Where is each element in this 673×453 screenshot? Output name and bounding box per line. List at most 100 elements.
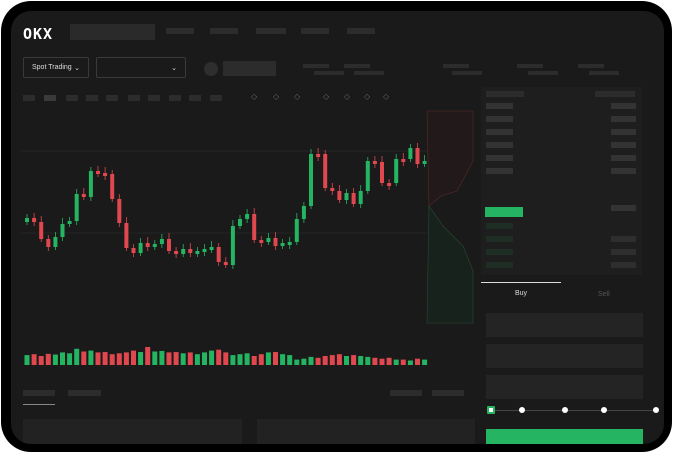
slider-stop[interactable] [653, 407, 659, 413]
bid-depth-area [426, 205, 474, 324]
chart-interval-button [189, 95, 201, 101]
pair-select[interactable]: ⌄ [96, 57, 186, 78]
candle [266, 238, 271, 242]
volume-bar [308, 356, 314, 365]
chart-interval-button [169, 95, 181, 101]
volume-bar [265, 352, 271, 365]
chevron-down-icon: ⌄ [74, 64, 80, 72]
drawing-tool-icon[interactable]: ◇ [344, 92, 351, 101]
filter-button[interactable] [390, 390, 422, 396]
nav-item[interactable] [347, 28, 375, 34]
volume-bar [74, 348, 80, 365]
volume-bar [273, 352, 278, 365]
chart-interval-button [66, 95, 78, 101]
bid-price [486, 262, 513, 268]
slider-stop[interactable] [562, 407, 568, 413]
volume-bar [131, 350, 136, 365]
candle [39, 222, 44, 239]
volume-bar [88, 350, 94, 365]
slider-handle[interactable] [487, 406, 495, 414]
candle [223, 262, 228, 265]
volume-bar [237, 354, 243, 365]
candle [67, 221, 72, 224]
search-bar[interactable] [70, 24, 155, 40]
nav-item[interactable] [210, 28, 238, 34]
candle [209, 247, 214, 250]
bid-price [486, 249, 513, 255]
candle [294, 219, 299, 242]
candle [46, 239, 51, 247]
volume-bar [145, 347, 151, 365]
drawing-tool-icon[interactable]: ◇ [383, 92, 390, 101]
candle [188, 249, 193, 253]
slider-stop[interactable] [601, 407, 607, 413]
candle [259, 240, 264, 243]
nav-item[interactable] [256, 28, 286, 34]
nav-item[interactable] [166, 28, 194, 34]
coin-icon [204, 62, 218, 76]
orderbook-header-amount [595, 91, 635, 97]
total-input[interactable] [486, 375, 643, 399]
buy-tab-indicator [481, 282, 561, 283]
volume-bar [315, 357, 321, 365]
bid-price [486, 236, 513, 242]
chart-interval-button [23, 95, 35, 101]
stat-value [314, 71, 344, 75]
orderbook-header-price [486, 91, 524, 97]
volume-bar [351, 355, 357, 365]
ask-price [486, 129, 513, 135]
ask-depth-area [426, 110, 474, 207]
drawing-tool-icon[interactable]: ◇ [294, 92, 301, 101]
candle [32, 218, 37, 222]
volume-bar [244, 353, 250, 365]
buy-tab[interactable]: Buy [515, 290, 528, 297]
volume-bar [393, 359, 399, 365]
amount-input[interactable] [486, 344, 643, 368]
volume-bar [415, 358, 420, 365]
candle [394, 159, 399, 183]
tab-history[interactable] [68, 390, 101, 396]
candle [202, 249, 207, 252]
pair-name [223, 61, 276, 76]
market-select[interactable]: Spot Trading ⌄ [23, 57, 89, 78]
slider-stop[interactable] [519, 407, 525, 413]
volume-bar [166, 352, 172, 365]
candle [53, 237, 58, 247]
volume-bar [152, 351, 158, 365]
drawing-tool-icon[interactable]: ◇ [251, 92, 258, 101]
bid-amount [611, 262, 636, 268]
market-select-label: Spot Trading [32, 64, 72, 71]
candle [152, 244, 157, 247]
volume-bar [116, 353, 122, 365]
volume-bar [159, 350, 165, 365]
candle [138, 243, 143, 253]
chart-interval-button [210, 95, 222, 101]
stat-label [443, 64, 469, 68]
drawing-tool-icon[interactable]: ◇ [273, 92, 280, 101]
volume-bar [202, 352, 207, 365]
volume-bar [24, 355, 30, 365]
stat-value [589, 71, 619, 75]
price-input[interactable] [486, 313, 643, 337]
order-book [481, 87, 642, 275]
filter-button[interactable] [432, 390, 464, 396]
volume-bar [258, 354, 264, 365]
volume-bar [123, 352, 129, 365]
sell-tab[interactable]: Sell [598, 291, 610, 298]
candle [25, 218, 29, 222]
candlestick-chart[interactable] [11, 11, 481, 411]
buy-button[interactable] [486, 429, 643, 444]
drawing-tool-icon[interactable]: ◇ [364, 92, 371, 101]
ask-price [486, 103, 513, 109]
volume-bar [336, 354, 342, 365]
app-screen: OKX Spot Trading⌄ ⌄ ▤▥▤ Buy Sell ◇◇◇◇◇◇◇ [11, 11, 664, 444]
volume-bar [280, 354, 286, 365]
volume-bar [322, 356, 328, 365]
drawing-tool-icon[interactable]: ◇ [323, 92, 330, 101]
nav-item[interactable] [301, 28, 329, 34]
ask-amount [611, 142, 636, 148]
volume-bar [95, 352, 101, 365]
volume-bar [372, 357, 378, 365]
percent-slider[interactable] [491, 410, 656, 411]
tab-open-orders[interactable] [23, 390, 55, 396]
